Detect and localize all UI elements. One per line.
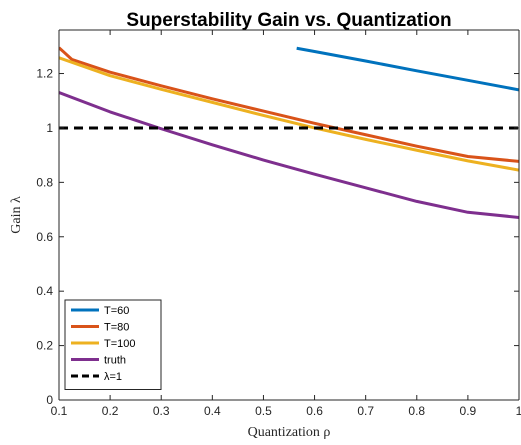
legend-label: truth: [104, 355, 126, 367]
y-tick-label: 0: [46, 393, 53, 407]
y-tick-label: 1: [46, 121, 53, 135]
y-tick-label: 0.4: [36, 284, 53, 298]
x-tick-label: 0.6: [306, 404, 323, 418]
x-tick-label: 0.8: [408, 404, 425, 418]
x-tick-label: 0.4: [204, 404, 221, 418]
x-tick-label: 0.9: [460, 404, 477, 418]
x-tick-label: 0.3: [153, 404, 170, 418]
ticks-layer: 0.1 0.2 0.3 0.4 0.5 0.6 0.7 0.8 0.9 1 0 0.2 0.4 0.6 0.…: [36, 30, 521, 418]
legend-box: [64, 299, 162, 390]
y-axis-label: Gain λ: [9, 196, 24, 234]
series-line-t-100: [59, 56, 519, 172]
legend-label: T=100: [104, 338, 136, 350]
x-tick-label: 0.7: [357, 404, 374, 418]
y-tick-label: 0.6: [36, 230, 53, 244]
series-layer: [59, 46, 519, 219]
series-line-t-80: [59, 46, 519, 163]
legend: T=60 T=80 T=100 truth λ=1: [64, 299, 162, 390]
y-tick-label: 0.8: [36, 175, 53, 189]
series-line-t-60: [296, 46, 519, 92]
x-tick-label: 0.2: [102, 404, 119, 418]
chart-title: Superstability Gain vs. Quantization: [126, 10, 451, 31]
series-line-truth: [59, 91, 519, 219]
legend-label: T=80: [104, 322, 129, 334]
axes-layer: [58, 29, 520, 401]
y-tick-label: 1.2: [36, 67, 53, 81]
x-tick-label: 1: [516, 404, 521, 418]
x-tick-label: 0.1: [51, 404, 68, 418]
legend-label: λ=1: [104, 371, 122, 383]
x-axis-label: Quantization ρ: [248, 425, 331, 440]
y-tick-label: 0.2: [36, 339, 53, 353]
x-tick-label: 0.5: [255, 404, 272, 418]
legend-label: T=60: [104, 305, 129, 317]
